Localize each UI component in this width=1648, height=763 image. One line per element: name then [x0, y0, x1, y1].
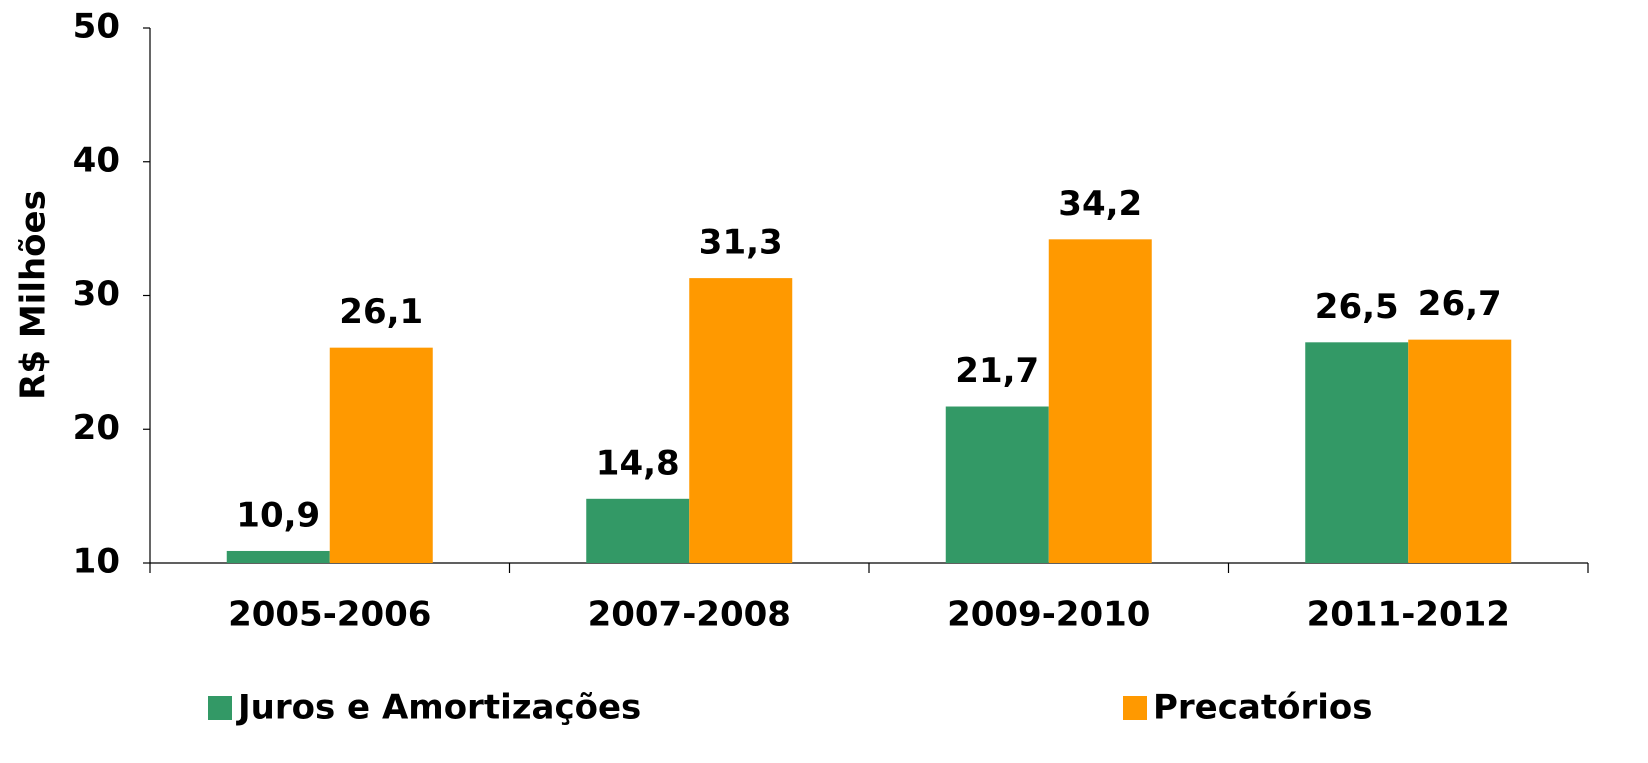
bar	[945, 406, 1049, 563]
y-tick-label: 30	[73, 274, 120, 314]
legend-swatch	[208, 696, 232, 720]
data-label: 26,1	[339, 292, 423, 332]
data-label: 21,7	[955, 351, 1039, 391]
bar	[689, 278, 793, 563]
x-tick-label: 2011-2012	[1307, 595, 1510, 635]
data-label: 26,7	[1418, 284, 1502, 324]
x-tick-label: 2005-2006	[228, 595, 431, 635]
x-tick-label: 2009-2010	[947, 595, 1150, 635]
y-tick-label: 20	[73, 408, 120, 448]
bar	[1048, 239, 1152, 563]
bar	[1305, 342, 1409, 563]
data-label: 10,9	[236, 495, 320, 535]
bar	[329, 347, 433, 563]
legend-label: Juros e Amortizações	[236, 688, 641, 728]
data-label: 14,8	[596, 443, 680, 483]
y-tick-label: 10	[73, 542, 120, 582]
y-tick-label: 50	[73, 7, 120, 47]
legend-swatch	[1123, 696, 1147, 720]
bar	[586, 498, 690, 563]
legend-label: Precatórios	[1153, 688, 1372, 728]
x-tick-label: 2007-2008	[588, 595, 791, 635]
y-tick-label: 40	[73, 140, 120, 180]
bar	[1408, 339, 1512, 563]
data-label: 26,5	[1315, 287, 1399, 327]
data-label: 34,2	[1058, 184, 1142, 224]
bar	[226, 550, 330, 563]
y-axis-label: R$ Milhões	[14, 190, 54, 400]
data-label: 31,3	[699, 223, 783, 263]
